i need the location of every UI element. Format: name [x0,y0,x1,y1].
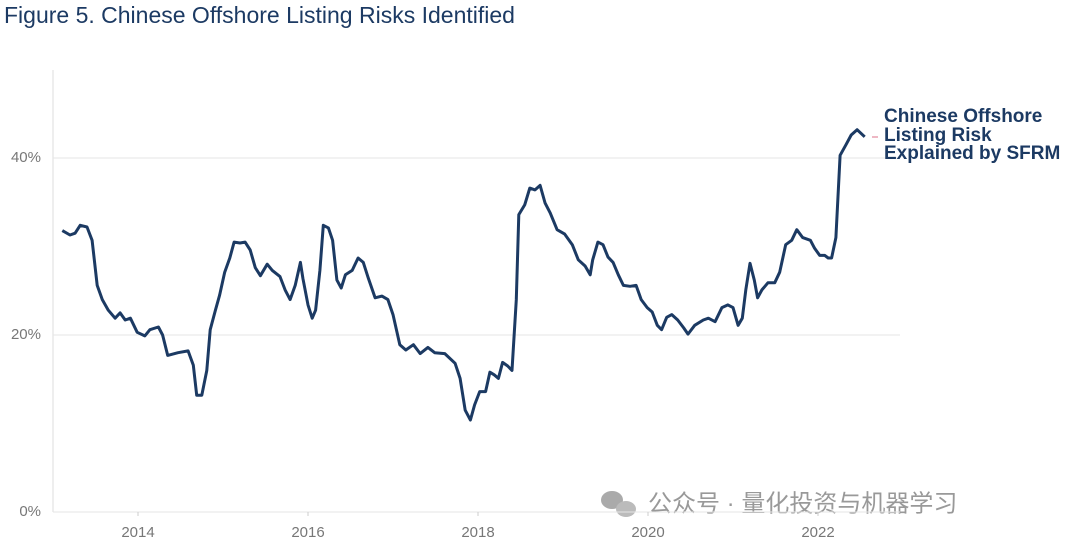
y-tick-label: 20% [11,326,41,343]
x-tick-label: 2014 [121,524,154,541]
chart-title: Figure 5. Chinese Offshore Listing Risks… [4,2,515,28]
x-tick-label: 2018 [461,524,494,541]
x-tick-label: 2016 [291,524,324,541]
series-label: Chinese Offshore Listing Risk Explained … [884,106,1061,164]
x-tick-label: 2022 [801,524,834,541]
y-tick-label: 0% [19,503,41,520]
watermark: 公众号 · 量化投资与机器学习 [648,490,957,517]
x-tick-label: 2020 [631,524,664,541]
series-line [61,128,866,422]
y-tick-label: 40% [11,149,41,166]
watermark-icon [601,491,636,517]
